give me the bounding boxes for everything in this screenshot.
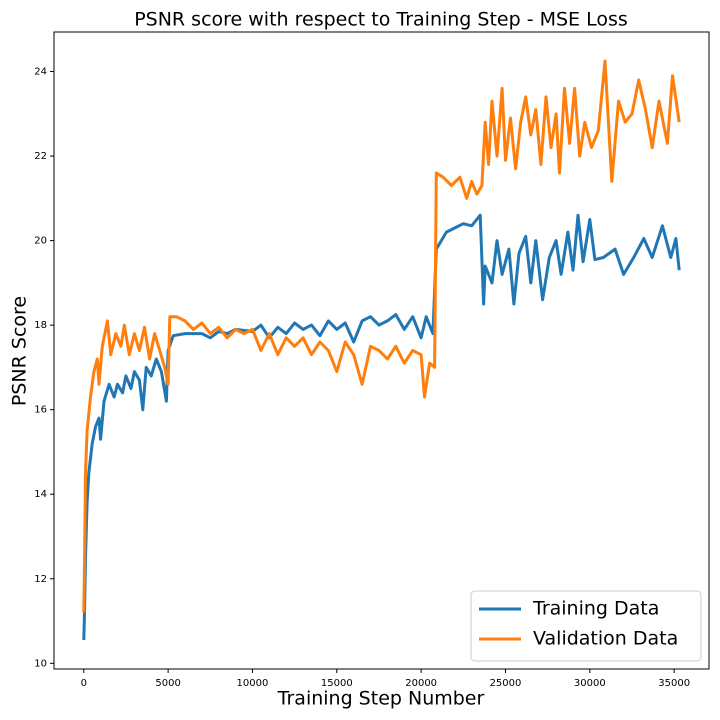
x-tick-label: 35000: [658, 678, 690, 689]
y-tick-label: 18: [34, 320, 47, 331]
x-tick-label: 15000: [321, 678, 353, 689]
plot-frame: [53, 31, 710, 670]
x-tick-label: 0: [81, 678, 87, 689]
y-tick-label: 16: [34, 405, 47, 416]
x-tick-label: 5000: [155, 678, 180, 689]
y-tick-label: 20: [34, 236, 47, 247]
chart-title: PSNR score with respect to Training Step…: [134, 9, 628, 31]
data-line: [82, 59, 681, 613]
x-tick-label: 30000: [574, 678, 606, 689]
y-tick-label: 12: [34, 574, 47, 585]
legend-label: Training Data: [532, 598, 659, 620]
legend: Training Data Validation Data: [470, 590, 702, 662]
legend-label: Validation Data: [533, 628, 678, 650]
x-axis-label: Training Step Number: [277, 688, 485, 710]
y-tick-label: 10: [34, 658, 47, 669]
legend-box: [470, 590, 702, 662]
y-tick-label: 24: [34, 67, 47, 78]
y-tick-label: 22: [34, 151, 47, 162]
x-tick-label: 10000: [237, 678, 269, 689]
x-tick-label: 25000: [490, 678, 522, 689]
y-axis-label: PSNR Score: [9, 296, 31, 406]
y-tick-label: 14: [34, 489, 47, 500]
x-tick-label: 20000: [405, 678, 437, 689]
data-line: [82, 213, 681, 641]
